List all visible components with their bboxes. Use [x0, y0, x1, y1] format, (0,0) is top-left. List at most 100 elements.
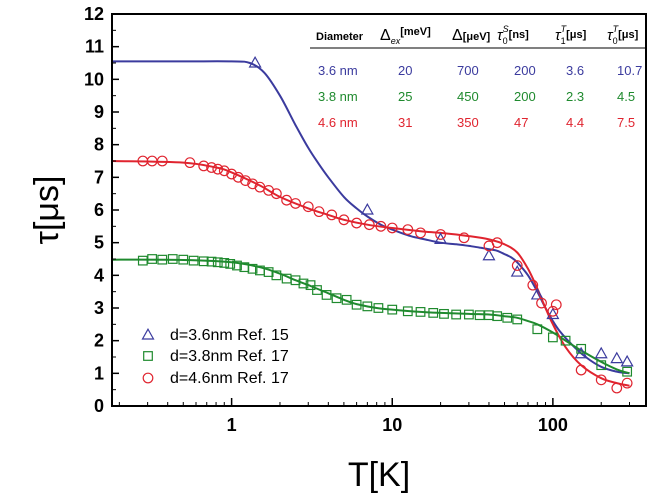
y-tick-label: 6 — [94, 200, 104, 220]
data-point-square — [312, 285, 322, 295]
data-point-triangle — [610, 351, 624, 364]
delta-symbol: Δ — [452, 27, 463, 44]
data-point-circle — [621, 377, 633, 389]
legend: d=3.6nm Ref. 15 d=3.8nm Ref. 17 d=4.6nm Re… — [141, 327, 289, 387]
legend-marker-triangle — [141, 327, 155, 340]
data-markers — [137, 55, 634, 394]
data-point-square — [547, 332, 558, 343]
data-point-square — [474, 310, 485, 321]
data-point-circle — [375, 220, 387, 232]
data-point-square — [622, 366, 633, 377]
data-point-triangle — [546, 307, 560, 320]
table-cell: 2.3 — [566, 89, 584, 104]
data-point-square — [247, 263, 258, 274]
data-point-square — [415, 307, 426, 317]
y-tick-label: 11 — [85, 37, 104, 57]
data-point-circle — [270, 188, 282, 200]
legend-label: d=3.6nm Ref. 15 — [170, 327, 289, 344]
x-axis-title: T[K] — [348, 456, 410, 494]
data-point-square — [157, 254, 168, 265]
data-point-circle — [212, 163, 224, 175]
data-point-square — [341, 294, 352, 305]
data-point-circle — [206, 162, 217, 173]
data-point-triangle — [482, 248, 496, 261]
tau1t-superscript: T — [561, 24, 568, 34]
data-point-square — [463, 309, 474, 320]
table-cell: 350 — [457, 115, 479, 130]
tau0t-unit: [μs] — [618, 29, 639, 41]
delta-ex-subscript: ex — [391, 36, 401, 46]
table-cell: 700 — [457, 63, 479, 78]
data-point-circle — [313, 206, 325, 218]
y-tick-label: 9 — [94, 102, 104, 122]
data-point-square — [576, 343, 587, 354]
table-header-delta: Δ[μeV] — [452, 27, 491, 44]
legend-marker-square — [143, 351, 153, 361]
y-tick-label: 8 — [94, 135, 104, 155]
legend-marker-circle — [142, 372, 154, 384]
data-point-square — [373, 303, 384, 313]
data-point-square — [137, 255, 148, 266]
data-point-triangle — [620, 354, 634, 367]
table-header-delta-ex: Δex[meV] — [380, 26, 431, 46]
data-point-circle — [511, 260, 523, 271]
data-point-square — [232, 260, 242, 271]
data-point-circle — [247, 178, 258, 190]
data-point-triangle — [530, 287, 544, 300]
data-point-circle — [491, 237, 503, 249]
delta-unit: [μeV] — [463, 31, 491, 43]
parameter-table: Diameter Δex[meV] Δ[μeV] τ0S[ns] τ1T[μs]… — [310, 24, 645, 130]
data-point-circle — [595, 374, 607, 386]
tau0s-superscript: S — [503, 24, 509, 34]
y-tick-label: 7 — [94, 167, 104, 187]
data-point-square — [596, 360, 607, 371]
table-cell: 200 — [514, 89, 536, 104]
data-point-square — [331, 293, 342, 304]
table-cell: 31 — [398, 115, 412, 130]
data-point-circle — [226, 168, 238, 180]
data-point-square — [428, 308, 439, 318]
delta-ex-unit: [meV] — [400, 26, 431, 38]
data-point-square — [439, 308, 449, 319]
data-point-circle — [386, 222, 398, 234]
table-header-diameter: Diameter — [316, 31, 364, 43]
data-point-circle — [402, 224, 414, 236]
legend-label: d=4.6nm Ref. 17 — [170, 370, 289, 387]
table-cell: 4.4 — [566, 115, 584, 130]
y-tick-label: 1 — [94, 363, 104, 383]
tau0s-symbol: τ — [497, 27, 504, 44]
data-point-square — [362, 301, 373, 312]
data-point-square — [167, 254, 178, 264]
table-cell: 4.5 — [617, 89, 635, 104]
data-point-triangle — [594, 346, 608, 359]
data-point-circle — [156, 155, 168, 167]
data-point-circle — [351, 217, 363, 229]
data-point-square — [225, 259, 236, 269]
table-body: 3.6 nm 20 700 200 3.6 10.7 3.8 nm 25 450 200 2.3 4.… — [318, 63, 642, 130]
data-point-triangle — [360, 202, 374, 215]
tau1t-symbol: τ — [555, 27, 562, 44]
y-tick-label: 12 — [84, 4, 104, 24]
data-point-square — [206, 256, 217, 267]
data-point-square — [263, 267, 274, 277]
x-tick-label: 1 — [227, 415, 237, 435]
tau0s-unit: [ns] — [509, 29, 530, 41]
y-tick-label: 4 — [94, 265, 104, 285]
data-point-circle — [184, 157, 196, 169]
data-point-square — [492, 311, 503, 322]
table-cell: 25 — [398, 89, 412, 104]
data-point-square — [178, 254, 189, 265]
table-cell: 7.5 — [617, 115, 635, 130]
data-point-square — [402, 306, 413, 317]
table-cell: 10.7 — [617, 63, 642, 78]
data-point-circle — [326, 209, 338, 221]
data-point-square — [219, 258, 230, 268]
y-tick-label: 5 — [94, 233, 104, 253]
table-cell: 450 — [457, 89, 479, 104]
data-point-circle — [363, 219, 375, 231]
data-point-circle — [547, 305, 559, 317]
data-point-circle — [415, 227, 426, 239]
data-point-circle — [240, 175, 251, 187]
